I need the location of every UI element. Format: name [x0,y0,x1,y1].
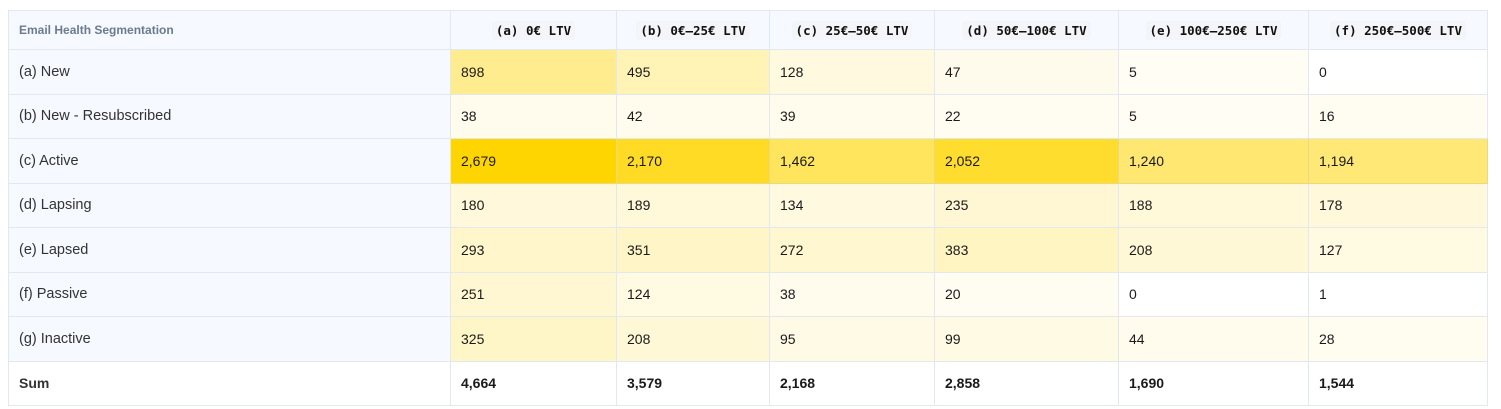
table-row: (a) New 898 495 128 47 5 0 [8,49,1488,95]
header-row: Email Health Segmentation (a) 0€ LTV (b)… [8,10,1488,50]
sum-cell: 1,544 [1308,360,1488,406]
row-header: (g) Inactive [8,316,451,362]
table-cell: 99 [934,316,1119,362]
sum-row-header: Sum [8,360,451,406]
table-cell: 39 [769,93,935,139]
table-cell: 134 [769,182,935,228]
table-cell: 383 [934,227,1119,273]
table-cell: 28 [1308,316,1488,362]
table-cell: 127 [1308,227,1488,273]
row-header: (b) New - Resubscribed [8,93,451,139]
table-cell: 180 [450,182,617,228]
table-cell: 208 [1118,227,1309,273]
row-header: (f) Passive [8,271,451,317]
column-header-label: (d) 50€–100€ LTV [962,20,1091,40]
column-header[interactable]: (b) 0€–25€ LTV [616,10,770,50]
corner-header: Email Health Segmentation [8,10,451,50]
table-cell: 128 [769,49,935,95]
column-header-label: (b) 0€–25€ LTV [636,20,750,40]
sum-row: Sum 4,664 3,579 2,168 2,858 1,690 1,544 [8,360,1488,406]
table-row: (f) Passive 251 124 38 20 0 1 [8,271,1488,317]
table-cell: 325 [450,316,617,362]
table-cell: 5 [1118,93,1309,139]
table-cell: 495 [616,49,770,95]
column-header[interactable]: (e) 100€–250€ LTV [1118,10,1309,50]
table-cell: 44 [1118,316,1309,362]
table-cell: 38 [450,93,617,139]
table-cell: 1,462 [769,138,935,184]
table-cell: 5 [1118,49,1309,95]
table-cell: 124 [616,271,770,317]
column-header-label: (f) 250€–500€ LTV [1330,20,1466,40]
table-cell: 178 [1308,182,1488,228]
column-header[interactable]: (d) 50€–100€ LTV [934,10,1119,50]
segmentation-table: Email Health Segmentation (a) 0€ LTV (b)… [8,10,1488,406]
table-cell: 22 [934,93,1119,139]
table-cell: 95 [769,316,935,362]
column-header-label: (c) 25€–50€ LTV [791,20,913,40]
row-header: (e) Lapsed [8,227,451,273]
table-row: (e) Lapsed 293 351 272 383 208 127 [8,227,1488,273]
table-cell: 898 [450,49,617,95]
column-header-label: (e) 100€–250€ LTV [1145,20,1282,40]
table-cell: 208 [616,316,770,362]
row-header: (d) Lapsing [8,182,451,228]
row-header: (a) New [8,49,451,95]
table-cell: 2,052 [934,138,1119,184]
sum-cell: 2,858 [934,360,1119,406]
column-header[interactable]: (f) 250€–500€ LTV [1308,10,1488,50]
table-cell: 38 [769,271,935,317]
table-cell: 1 [1308,271,1488,317]
table-cell: 293 [450,227,617,273]
table-cell: 47 [934,49,1119,95]
sum-cell: 2,168 [769,360,935,406]
table-cell: 2,679 [450,138,617,184]
table-cell: 16 [1308,93,1488,139]
sum-cell: 3,579 [616,360,770,406]
table-cell: 42 [616,93,770,139]
table-cell: 188 [1118,182,1309,228]
row-header: (c) Active [8,138,451,184]
table-cell: 251 [450,271,617,317]
table-row: (g) Inactive 325 208 95 99 44 28 [8,316,1488,362]
column-header-label: (a) 0€ LTV [491,20,576,40]
table-cell: 1,240 [1118,138,1309,184]
sum-cell: 4,664 [450,360,617,406]
column-header[interactable]: (c) 25€–50€ LTV [769,10,935,50]
sum-cell: 1,690 [1118,360,1309,406]
table-cell: 272 [769,227,935,273]
table-cell: 235 [934,182,1119,228]
table-row: (c) Active 2,679 2,170 1,462 2,052 1,240… [8,138,1488,184]
table-cell: 0 [1308,49,1488,95]
table-cell: 351 [616,227,770,273]
table-cell: 2,170 [616,138,770,184]
table-cell: 1,194 [1308,138,1488,184]
column-header[interactable]: (a) 0€ LTV [450,10,617,50]
table-cell: 189 [616,182,770,228]
table-row: (d) Lapsing 180 189 134 235 188 178 [8,182,1488,228]
table-row: (b) New - Resubscribed 38 42 39 22 5 16 [8,93,1488,139]
segmentation-table-container: Email Health Segmentation (a) 0€ LTV (b)… [8,10,1488,406]
table-cell: 0 [1118,271,1309,317]
table-cell: 20 [934,271,1119,317]
